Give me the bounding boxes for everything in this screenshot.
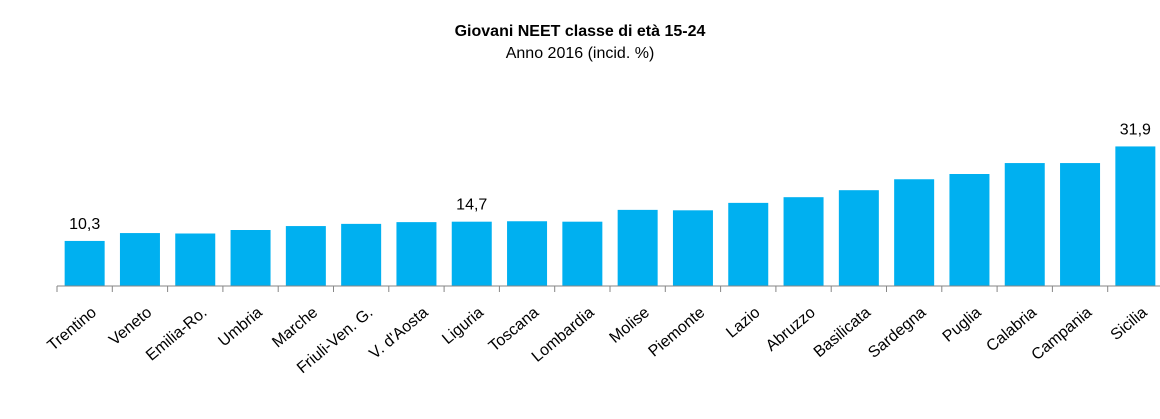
bar	[507, 221, 548, 286]
x-tick-label: Campania	[1029, 304, 1096, 364]
chart-title: Giovani NEET classe di età 15-24	[455, 23, 706, 40]
bar	[1004, 163, 1045, 286]
x-tick-label: Lazio	[723, 304, 763, 342]
x-tick-label: Liguria	[439, 304, 487, 348]
bar	[64, 240, 105, 286]
bar	[175, 233, 216, 286]
x-tick-label: V. d'Aosta	[366, 304, 431, 363]
bar	[1060, 163, 1101, 286]
x-tick-label: Sicilia	[1108, 304, 1151, 344]
bar	[562, 221, 603, 286]
bar	[285, 226, 326, 286]
x-tick-label: Basilicata	[811, 304, 874, 361]
chart-subtitle: Anno 2016 (incid. %)	[506, 45, 655, 62]
x-tick-label: Piemonte	[646, 304, 709, 361]
bar	[728, 202, 769, 286]
bar	[894, 179, 935, 286]
x-tick-label: Trentino	[44, 304, 100, 354]
x-tick-label: Puglia	[940, 304, 985, 346]
x-tick-label: Veneto	[106, 304, 155, 349]
bar	[1115, 146, 1156, 286]
x-tick-label: Marche	[269, 304, 321, 351]
x-tick-label: Emilia-Ro.	[143, 304, 210, 364]
value-label: 31,9	[1120, 121, 1151, 138]
value-label: 14,7	[456, 197, 487, 214]
bar	[949, 174, 990, 286]
bar	[341, 223, 382, 286]
bar	[119, 233, 160, 286]
x-tick-label: Umbria	[215, 304, 266, 350]
bar	[451, 221, 492, 286]
x-tick-label: Molise	[607, 304, 653, 347]
bar	[396, 222, 437, 286]
bar	[838, 190, 879, 286]
bar	[230, 230, 271, 286]
bar	[617, 209, 658, 286]
value-label: 10,3	[69, 216, 100, 233]
bar	[672, 210, 713, 286]
x-tick-label: Sardegna	[865, 304, 929, 362]
bar	[783, 197, 824, 286]
